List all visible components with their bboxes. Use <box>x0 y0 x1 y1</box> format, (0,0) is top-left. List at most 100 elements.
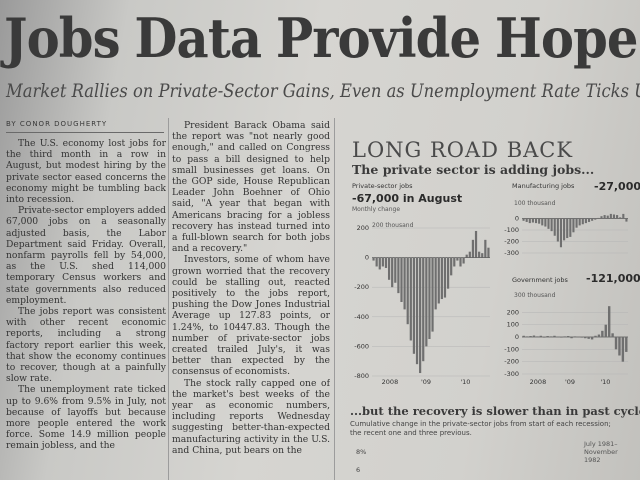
bar <box>443 257 447 298</box>
bar <box>384 257 388 268</box>
bar <box>619 217 622 219</box>
y-tick-label: -200 <box>504 238 519 246</box>
bar <box>581 218 584 225</box>
y-unit-label: 300 thousand <box>514 292 556 299</box>
bar <box>597 217 600 219</box>
bar <box>409 257 412 341</box>
bar <box>577 336 580 338</box>
bar <box>584 337 587 339</box>
bar <box>566 336 570 337</box>
bar <box>375 257 378 267</box>
paragraph: President Barack Obama said the report w… <box>172 120 330 255</box>
bar <box>543 337 546 338</box>
bar <box>437 257 440 304</box>
manufacturing-chart: 0 -100 -200 -300 <box>504 213 628 257</box>
chart-title: Government jobs <box>512 276 568 284</box>
bar <box>614 337 618 350</box>
bar <box>559 218 563 248</box>
bar <box>591 218 594 221</box>
y-tick-label: 0 <box>365 254 369 262</box>
y-tick-label: -100 <box>504 345 519 353</box>
y-tick-label: -200 <box>504 358 519 366</box>
y-unit-label: 100 thousand <box>514 200 556 207</box>
bar <box>609 213 612 219</box>
bar <box>625 337 628 352</box>
headline-word: Jobs <box>4 6 121 70</box>
y-tick-label: -200 <box>354 283 369 291</box>
bar <box>397 257 400 294</box>
bar <box>600 216 603 219</box>
bar <box>553 218 556 236</box>
bar <box>569 218 572 237</box>
bar <box>547 218 550 229</box>
paragraph: The stock rally capped one of the market… <box>172 377 330 456</box>
paragraph: Private-sector employers added 67,000 jo… <box>6 205 166 306</box>
bar <box>459 257 462 267</box>
y-tick-label: 200 <box>357 224 369 232</box>
bar <box>531 218 534 223</box>
bar <box>580 337 584 338</box>
bottom-graphic-subtitle: Cumulative change in the private-sector … <box>350 420 611 437</box>
y-tick-label: -800 <box>354 372 369 380</box>
y-tick-label: 0 <box>515 333 519 341</box>
bar <box>556 218 559 242</box>
headline-word: Data <box>134 6 262 70</box>
bar <box>572 218 575 233</box>
bar <box>597 334 601 337</box>
paragraph: The U.S. economy lost jobs for the third… <box>6 138 166 206</box>
bar <box>453 257 456 267</box>
bar <box>616 215 619 219</box>
bar <box>422 257 425 362</box>
bar <box>412 257 416 354</box>
x-tick-label: '09 <box>421 378 431 386</box>
bar <box>522 335 525 337</box>
y-unit-label: 200 thousand <box>372 222 414 229</box>
bar <box>604 324 607 337</box>
bar <box>550 218 553 232</box>
bar <box>606 215 609 219</box>
headline-word: Hope <box>494 6 639 70</box>
y-tick-label: 100 <box>507 321 519 329</box>
bar <box>394 257 397 283</box>
bar <box>584 218 587 224</box>
bar <box>406 257 409 325</box>
bar <box>484 239 487 258</box>
column-divider <box>334 118 335 480</box>
bar <box>456 257 459 261</box>
bar <box>538 218 541 224</box>
y-tick-label: -300 <box>504 249 519 257</box>
bar <box>594 218 597 220</box>
bar <box>403 257 406 310</box>
headline-word: Provide <box>275 6 481 70</box>
y-tick-label: -100 <box>504 226 519 234</box>
x-tick-label: '10 <box>600 378 610 386</box>
bar <box>462 257 465 264</box>
bar <box>478 251 481 258</box>
bar <box>607 306 611 337</box>
bar <box>611 333 614 337</box>
bar <box>570 337 573 339</box>
bar <box>468 251 471 258</box>
bar <box>534 218 538 224</box>
paragraph: Investors, some of whom have grown worri… <box>172 254 330 378</box>
bar <box>621 337 625 362</box>
bar <box>544 218 547 227</box>
bar <box>622 213 625 219</box>
bar <box>400 257 403 302</box>
chart-title: Manufacturing jobs <box>512 182 575 190</box>
bar <box>522 218 525 221</box>
y-tick-label: -600 <box>354 342 369 350</box>
bar <box>529 336 532 337</box>
bar <box>525 218 528 222</box>
bar <box>618 337 621 356</box>
x-tick-label: 2008 <box>530 378 547 386</box>
bar <box>372 257 375 261</box>
bar <box>431 257 434 332</box>
bar <box>587 337 590 339</box>
bar <box>465 254 468 258</box>
chart-annotation: -121,000 <box>586 272 640 285</box>
bar <box>556 336 560 338</box>
bar <box>603 215 606 219</box>
paragraph: The jobs report was consistent with othe… <box>6 306 166 385</box>
bar <box>487 247 490 258</box>
